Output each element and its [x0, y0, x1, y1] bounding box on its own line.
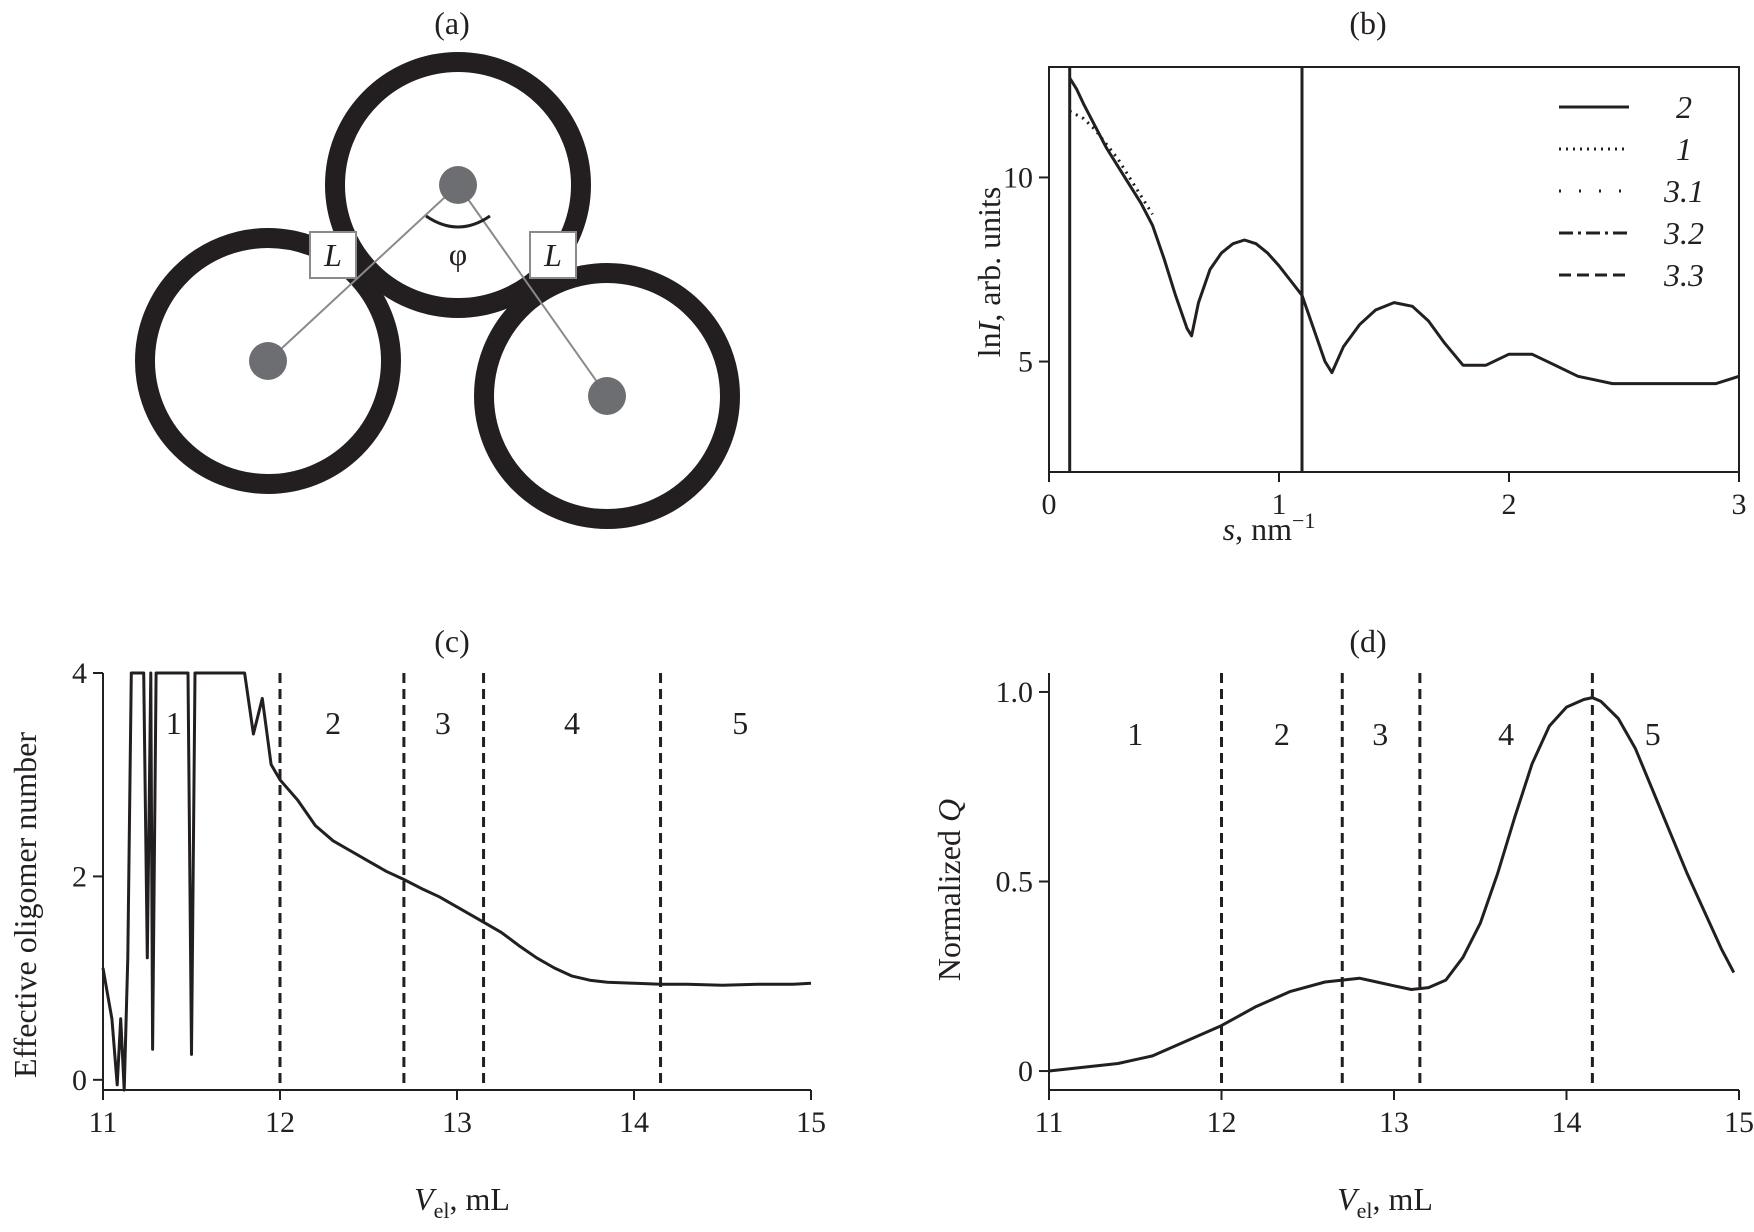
panel-a: (a) φ L L — [135, 5, 740, 529]
x-tick-label: 14 — [619, 1106, 649, 1139]
y-tick-label: 0 — [1018, 1055, 1033, 1088]
panel-d-ylabel: Normalized Q — [931, 799, 967, 981]
bond-label-box-right — [529, 231, 577, 279]
plot-frame — [1048, 66, 1740, 473]
y-tick-label: 1.0 — [996, 676, 1034, 709]
x-tick-label: 12 — [1207, 1106, 1237, 1139]
legend-label: 3.2 — [1663, 215, 1704, 251]
x-tick-label: 15 — [1724, 1106, 1754, 1139]
panel-d-xlabel: Vel, mL — [1337, 1181, 1433, 1223]
panel-d-label: (d) — [1349, 623, 1386, 659]
center-dot-right — [588, 377, 626, 415]
y-tick-label: 10 — [1003, 161, 1033, 194]
panel-b-ylabel: lnI, arb. units — [971, 187, 1007, 358]
panel-b-xlabel: s, nm−1 — [1223, 508, 1316, 547]
series-line-solid — [1068, 77, 1740, 386]
x-tick-label: 13 — [442, 1106, 472, 1139]
panel-c-xlabel: Vel, mL — [414, 1181, 510, 1223]
x-tick-label: 3 — [1732, 488, 1747, 521]
x-tick-label: 12 — [265, 1106, 295, 1139]
angle-arc — [425, 214, 491, 229]
legend-label: 2 — [1676, 89, 1692, 125]
region-label: 3 — [1372, 716, 1388, 752]
region-label: 4 — [564, 705, 580, 741]
legend-label: 3.3 — [1663, 257, 1704, 293]
series-line-solid — [1048, 696, 1736, 1073]
x-tick-label: 13 — [1379, 1106, 1409, 1139]
x-tick-label: 14 — [1552, 1106, 1582, 1139]
center-dot-left — [249, 342, 287, 380]
panel-b: (b) lnI, arb. units s, nm−1 0 1 2 3 5 10 2 1 3.1… — [971, 5, 1747, 547]
panel-d: (d) Normalized Q Vel, mL 11 12 13 14 1500.51… — [931, 623, 1754, 1223]
bond-label-left: L — [323, 237, 342, 273]
y-tick-label: 5 — [1018, 346, 1033, 379]
panel-c-ylabel: Effective oligomer number — [7, 732, 43, 1078]
panel-c-label: (c) — [434, 623, 470, 659]
panel-a-label: (a) — [434, 5, 470, 41]
y-tick-label: 0.5 — [996, 866, 1034, 899]
x-tick-label: 11 — [89, 1106, 118, 1139]
y-tick-label: 0 — [72, 1064, 87, 1097]
panel-c: (c) Effective oligomer number Vel, mL 11… — [7, 623, 826, 1223]
x-tick-label: 0 — [1042, 488, 1057, 521]
legend-label: 3.1 — [1663, 173, 1704, 209]
series-line-dotted — [1068, 109, 1154, 216]
series-line-solid — [101, 671, 812, 1092]
x-tick-label: 15 — [796, 1106, 826, 1139]
angle-label: φ — [449, 236, 467, 272]
y-tick-label: 2 — [72, 860, 87, 893]
bond-left — [267, 184, 459, 362]
bond-label-box-left — [309, 231, 357, 279]
region-label: 1 — [1127, 716, 1143, 752]
region-label: 2 — [325, 705, 341, 741]
y-tick-label: 4 — [72, 657, 87, 690]
center-dot-top — [439, 166, 477, 204]
region-label: 1 — [166, 705, 182, 741]
region-label: 5 — [732, 705, 748, 741]
x-tick-label: 11 — [1035, 1106, 1064, 1139]
x-tick-label: 2 — [1502, 488, 1517, 521]
region-label: 2 — [1274, 716, 1290, 752]
region-label: 4 — [1498, 716, 1514, 752]
legend-label: 1 — [1676, 131, 1692, 167]
region-label: 3 — [435, 705, 451, 741]
region-label: 5 — [1645, 716, 1661, 752]
panel-b-label: (b) — [1349, 5, 1386, 41]
x-tick-label: 1 — [1272, 488, 1287, 521]
bond-label-right: L — [543, 237, 562, 273]
